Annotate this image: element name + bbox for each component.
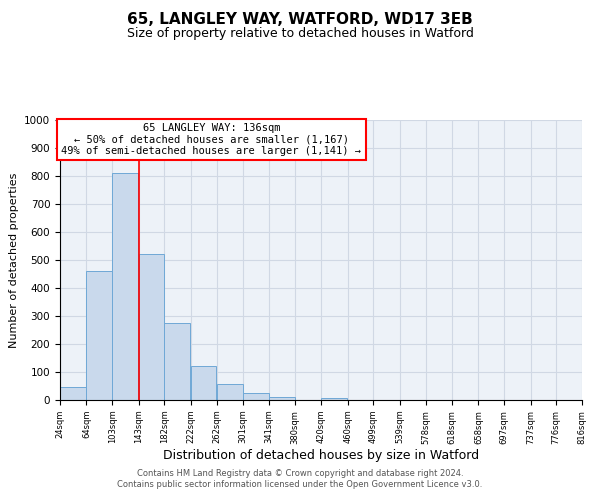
Bar bbox=[243, 393, 269, 400]
Bar bbox=[191, 366, 217, 400]
Bar bbox=[164, 323, 190, 400]
Y-axis label: Number of detached properties: Number of detached properties bbox=[8, 172, 19, 348]
Bar bbox=[60, 387, 86, 400]
Bar bbox=[86, 271, 112, 400]
Bar bbox=[139, 254, 164, 400]
Text: 65 LANGLEY WAY: 136sqm
← 50% of detached houses are smaller (1,167)
49% of semi-: 65 LANGLEY WAY: 136sqm ← 50% of detached… bbox=[61, 123, 361, 156]
Text: Contains public sector information licensed under the Open Government Licence v3: Contains public sector information licen… bbox=[118, 480, 482, 489]
Text: Contains HM Land Registry data © Crown copyright and database right 2024.: Contains HM Land Registry data © Crown c… bbox=[137, 468, 463, 477]
Bar bbox=[112, 173, 138, 400]
Bar bbox=[269, 396, 295, 400]
Text: 65, LANGLEY WAY, WATFORD, WD17 3EB: 65, LANGLEY WAY, WATFORD, WD17 3EB bbox=[127, 12, 473, 28]
Bar bbox=[322, 398, 347, 400]
X-axis label: Distribution of detached houses by size in Watford: Distribution of detached houses by size … bbox=[163, 450, 479, 462]
Text: Size of property relative to detached houses in Watford: Size of property relative to detached ho… bbox=[127, 28, 473, 40]
Bar bbox=[217, 384, 243, 400]
